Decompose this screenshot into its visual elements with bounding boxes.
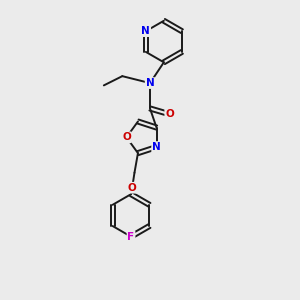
Text: N: N (142, 26, 150, 36)
Text: O: O (128, 183, 136, 193)
Text: F: F (128, 232, 135, 242)
Text: O: O (165, 109, 174, 119)
Text: N: N (146, 78, 154, 88)
Text: N: N (152, 142, 161, 152)
Text: O: O (122, 132, 131, 142)
